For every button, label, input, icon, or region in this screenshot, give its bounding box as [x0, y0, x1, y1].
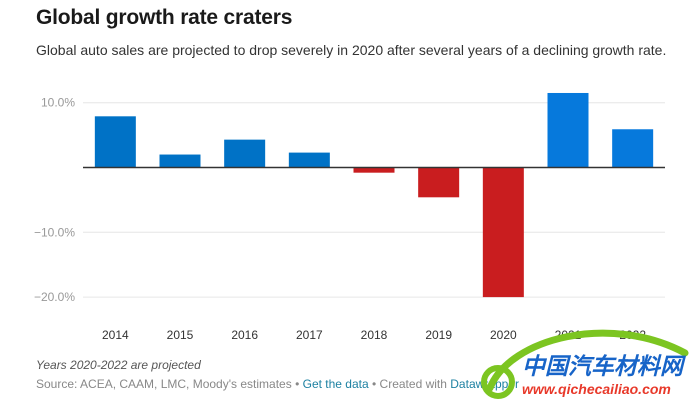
watermark-cn-text: 中国汽车材料网: [522, 354, 687, 380]
separator: •: [295, 377, 300, 391]
bars: [94, 92, 654, 298]
bar-2021: [547, 92, 589, 168]
x-tick-label: 2019: [425, 328, 452, 342]
bar-2017: [288, 152, 330, 168]
bar-2020: [482, 167, 524, 298]
separator: •: [372, 377, 377, 391]
x-tick-label: 2020: [490, 328, 517, 342]
y-tick-label: 10.0%: [41, 96, 75, 110]
watermark-q-icon: [481, 365, 515, 399]
bar-2015: [159, 154, 201, 168]
watermark-logo: 中国汽车材料网 www.qichecailiao.com: [481, 329, 689, 399]
get-the-data-link[interactable]: Get the data: [302, 377, 369, 391]
bar-2022: [612, 129, 654, 168]
y-tick-label: −20.0%: [34, 290, 75, 304]
watermark-url-text: www.qichecailiao.com: [522, 381, 671, 397]
x-tick-label: 2015: [167, 328, 194, 342]
x-tick-label: 2014: [102, 328, 129, 342]
bar-2016: [224, 139, 266, 168]
bar-chart: 10.0% −10.0% −20.0% 2014 2015 2016 2017 2018 20…: [34, 92, 665, 342]
y-tick-label: −10.0%: [34, 225, 75, 239]
chart-notes: Years 2020-2022 are projected: [36, 358, 201, 372]
source-text: Source: ACEA, CAAM, LMC, Moody's estimat…: [36, 377, 292, 391]
x-axis-ticks: 2014 2015 2016 2017 2018 2019 2020 2021 2022: [102, 328, 646, 342]
x-tick-label: 2017: [296, 328, 323, 342]
chart-title: Global growth rate craters: [36, 6, 293, 29]
x-tick-label: 2018: [361, 328, 388, 342]
bar-2018: [353, 167, 395, 173]
chart-source-line: Source: ACEA, CAAM, LMC, Moody's estimat…: [36, 377, 519, 391]
y-axis-ticks: 10.0% −10.0% −20.0%: [34, 96, 75, 304]
bar-2019: [418, 167, 460, 198]
created-with-text: Created with: [379, 377, 447, 391]
bar-2014: [94, 116, 136, 168]
chart-subtitle: Global auto sales are projected to drop …: [36, 42, 667, 58]
x-tick-label: 2016: [231, 328, 258, 342]
